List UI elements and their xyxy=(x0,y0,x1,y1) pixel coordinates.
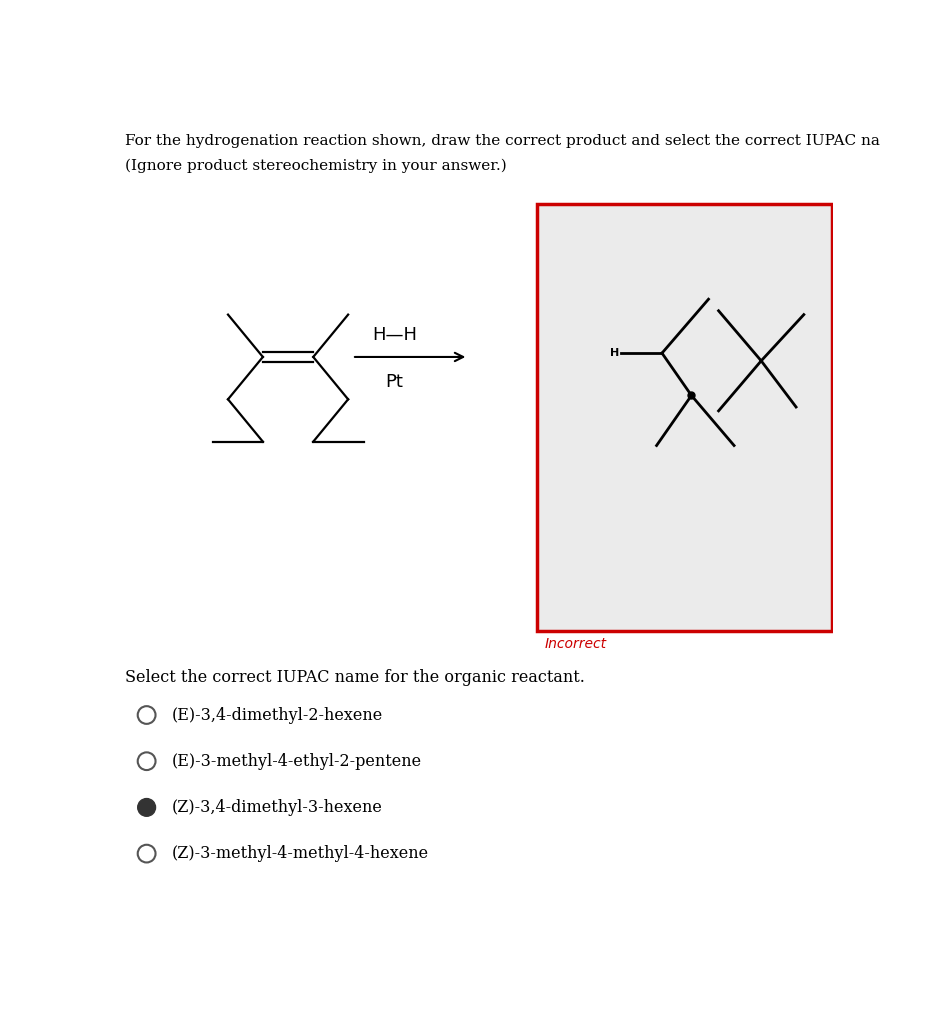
Text: Incorrect: Incorrect xyxy=(545,637,607,651)
Text: (E)-3,4-dimethyl-2-hexene: (E)-3,4-dimethyl-2-hexene xyxy=(171,707,383,724)
Text: H: H xyxy=(610,348,620,358)
Text: (Z)-3,4-dimethyl-3-hexene: (Z)-3,4-dimethyl-3-hexene xyxy=(171,799,382,816)
Circle shape xyxy=(138,799,155,816)
Text: Select the correct IUPAC name for the organic reactant.: Select the correct IUPAC name for the or… xyxy=(125,669,585,686)
Text: H—H: H—H xyxy=(372,327,417,344)
Text: For the hydrogenation reaction shown, draw the correct product and select the co: For the hydrogenation reaction shown, dr… xyxy=(125,134,880,147)
Text: (Z)-3-methyl-4-methyl-4-hexene: (Z)-3-methyl-4-methyl-4-hexene xyxy=(171,845,428,862)
Text: (E)-3-methyl-4-ethyl-2-pentene: (E)-3-methyl-4-ethyl-2-pentene xyxy=(171,753,422,770)
Bar xyxy=(537,204,832,631)
Text: Pt: Pt xyxy=(386,373,403,390)
Text: (Ignore product stereochemistry in your answer.): (Ignore product stereochemistry in your … xyxy=(125,159,507,173)
